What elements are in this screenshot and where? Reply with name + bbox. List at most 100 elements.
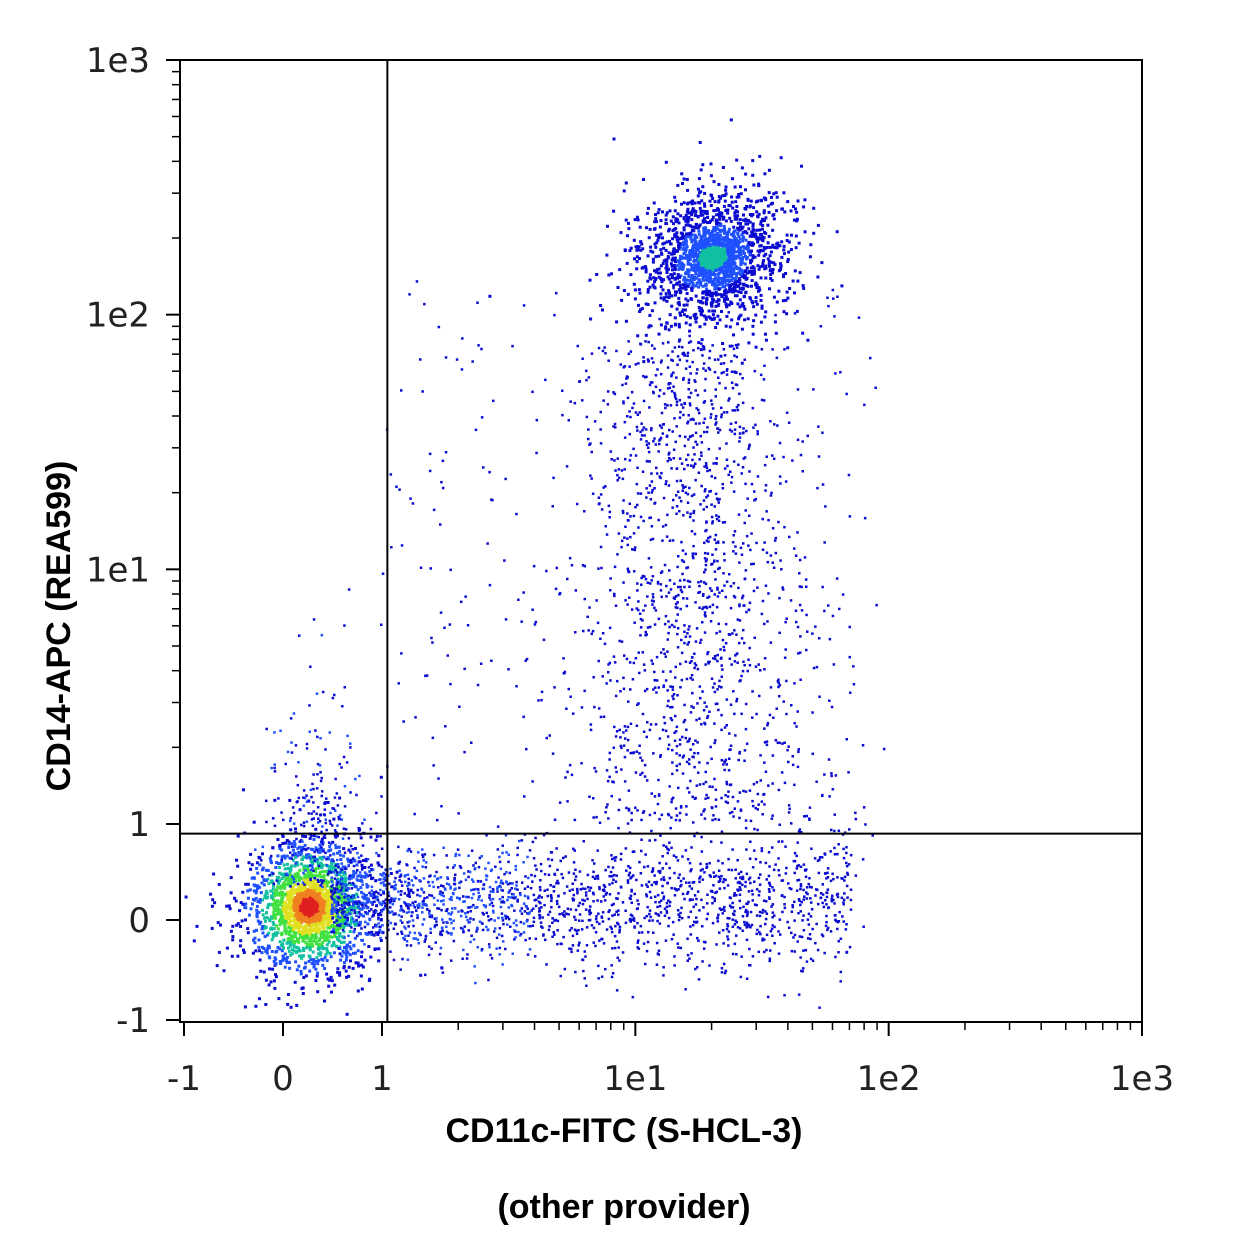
event-dot [326, 931, 330, 935]
event-dot [303, 883, 306, 886]
event-dot [514, 868, 518, 871]
event-dot [783, 895, 786, 899]
event-dot [285, 929, 289, 933]
event-dot [354, 885, 358, 889]
event-dot [665, 845, 668, 848]
event-dot [499, 885, 502, 889]
event-dot [262, 924, 266, 928]
event-dot [289, 909, 293, 912]
event-dot [212, 872, 216, 876]
event-dot [750, 889, 754, 892]
event-dot [412, 891, 415, 894]
event-dot [801, 970, 804, 973]
event-dot [795, 854, 798, 858]
event-dot [278, 947, 282, 951]
event-dot [400, 906, 403, 909]
event-dot [737, 317, 741, 321]
event-dot [617, 946, 620, 949]
event-dot [807, 882, 810, 886]
event-dot [715, 280, 719, 284]
event-dot [310, 884, 314, 888]
event-dot [289, 892, 293, 896]
event-dot [345, 919, 349, 923]
event-dot [843, 879, 846, 882]
event-dot [303, 847, 306, 851]
event-dot [498, 933, 501, 936]
event-dot [302, 821, 306, 824]
event-dot [292, 877, 295, 881]
event-dot [259, 969, 263, 973]
event-dot [608, 883, 611, 886]
event-dot [315, 889, 319, 893]
event-dot [272, 817, 275, 820]
event-dot [288, 919, 292, 923]
event-dot [219, 923, 222, 927]
event-dot [280, 918, 284, 922]
event-dot [667, 848, 671, 852]
event-dot [309, 902, 313, 906]
event-dot [827, 906, 830, 910]
event-dot [614, 924, 617, 928]
event-dot [293, 934, 297, 938]
event-dot [370, 885, 374, 889]
event-dot [290, 888, 293, 892]
event-dot [731, 925, 735, 928]
event-dot [312, 903, 316, 907]
event-dot [335, 887, 339, 890]
event-dot [615, 940, 619, 943]
event-dot [447, 883, 451, 886]
event-dot [525, 905, 528, 908]
event-dot [661, 891, 664, 895]
event-dot [461, 927, 465, 931]
event-dot [522, 931, 526, 934]
event-dot [771, 846, 774, 849]
event-dot [256, 887, 259, 890]
event-dot [262, 877, 266, 881]
event-dot [604, 868, 607, 872]
event-dot [377, 854, 381, 858]
event-dot [377, 918, 380, 921]
event-dot [491, 897, 495, 901]
event-dot [526, 907, 529, 910]
event-dot [502, 922, 505, 926]
event-dot [685, 245, 689, 249]
event-dot [466, 918, 469, 922]
event-dot [382, 908, 385, 911]
event-dot [421, 903, 425, 906]
event-dot [281, 896, 285, 900]
event-dot [802, 888, 805, 892]
event-dot [309, 958, 313, 962]
event-dot [320, 857, 324, 861]
event-dot [543, 903, 546, 907]
event-dot [497, 876, 500, 879]
event-dot [243, 906, 247, 909]
event-dot [768, 865, 771, 868]
event-dot [283, 928, 287, 932]
event-dot [358, 879, 361, 882]
event-dot [305, 918, 309, 922]
event-dot [845, 846, 848, 849]
event-dot [430, 915, 434, 919]
event-dot [593, 862, 596, 865]
event-dot [347, 863, 350, 867]
event-dot [367, 945, 371, 948]
event-dot [586, 873, 590, 877]
event-dot [421, 865, 424, 868]
event-dot [473, 965, 476, 968]
event-dot [510, 904, 514, 908]
event-dot [432, 853, 436, 857]
event-dot [320, 888, 324, 892]
event-dot [563, 892, 566, 895]
event-dot [344, 946, 348, 950]
event-dot [813, 857, 817, 860]
event-dot [665, 911, 669, 914]
event-dot [822, 905, 826, 909]
event-dot [310, 894, 314, 897]
event-dot [770, 269, 774, 273]
event-dot [584, 955, 587, 958]
event-dot [325, 899, 329, 903]
event-dot [281, 885, 285, 889]
event-dot [727, 930, 731, 933]
event-dot [467, 929, 470, 932]
event-dot [477, 888, 480, 891]
